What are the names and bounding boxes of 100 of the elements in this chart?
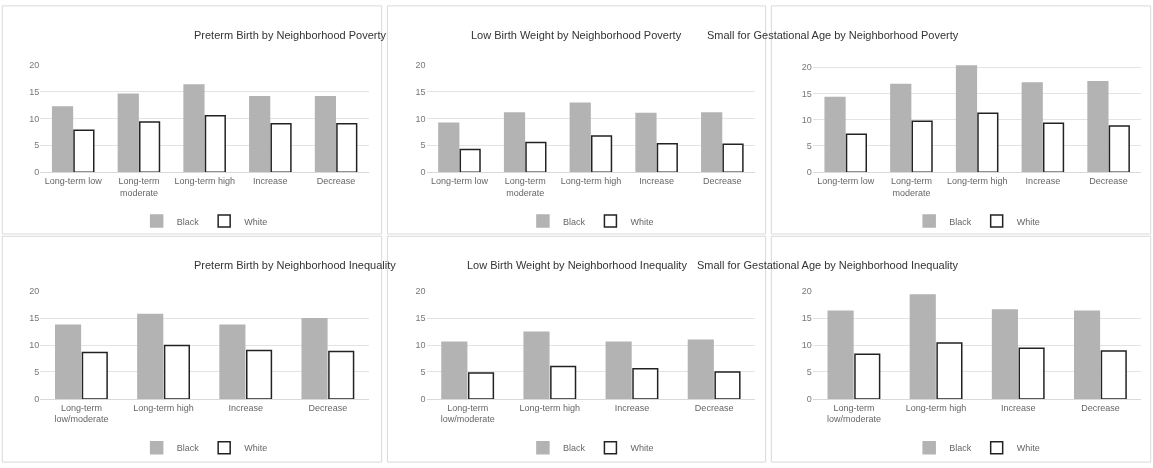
legend-label: White	[1016, 216, 1040, 227]
x-tick-label: Long-term moderate	[890, 175, 932, 198]
legend-label: White	[244, 216, 268, 227]
legend-label: Black	[176, 443, 200, 454]
bar	[590, 135, 613, 173]
x-tick-label: Long-term high	[560, 175, 622, 186]
bar	[1042, 122, 1065, 173]
legend-label: White	[1016, 443, 1040, 454]
y-tick-label: 10	[415, 113, 426, 124]
legend-label: White	[630, 216, 654, 227]
bar	[977, 112, 999, 173]
y-tick-label: 15	[801, 313, 812, 324]
y-tick-label: 20	[29, 286, 40, 297]
x-tick-label: Long-term high	[905, 402, 967, 413]
legend-label: Black	[176, 216, 200, 227]
bar	[635, 112, 657, 173]
bar	[569, 102, 591, 173]
bar	[1073, 310, 1101, 399]
bar	[714, 371, 741, 399]
bar	[51, 106, 74, 173]
bar	[991, 309, 1018, 399]
legend-label: Black	[562, 216, 586, 227]
bar	[523, 331, 550, 399]
bar	[845, 133, 868, 173]
chart-title: Low Birth Weight by Neighborhood Poverty	[471, 29, 682, 41]
bar	[438, 122, 460, 173]
bar	[301, 317, 328, 399]
x-tick-label: Long-term low	[430, 175, 489, 186]
y-tick-label: 15	[801, 88, 812, 99]
x-tick-label: Long-term high	[946, 175, 1008, 186]
x-tick-label: Decrease	[703, 175, 742, 186]
bar	[249, 96, 271, 173]
bar	[441, 341, 468, 399]
y-tick-label: 10	[29, 340, 40, 351]
bar	[336, 122, 358, 173]
bar	[632, 367, 659, 399]
y-tick-label: 5	[806, 367, 812, 378]
x-tick-label: Decrease	[1081, 402, 1120, 413]
bar	[656, 142, 678, 173]
bar	[1018, 347, 1045, 399]
y-tick-label: 0	[806, 167, 812, 178]
y-tick-label: 10	[801, 114, 812, 125]
x-tick-label: Long-term high	[519, 402, 581, 413]
bar	[139, 121, 161, 173]
x-tick-label: Increase	[614, 402, 650, 413]
y-tick-label: 20	[415, 59, 426, 70]
y-tick-label: 5	[420, 367, 426, 378]
bar	[1087, 81, 1109, 173]
x-tick-label: Decrease	[1089, 175, 1128, 186]
y-tick-label: 20	[801, 62, 812, 73]
x-tick-label: Long-term low	[817, 175, 875, 186]
bar	[909, 294, 936, 399]
y-tick-label: 5	[34, 140, 40, 151]
x-tick-label: Decrease	[308, 402, 348, 413]
y-tick-label: 0	[34, 167, 40, 178]
chart-title: Small for Gestational Age by Neighborhood Poverty	[707, 29, 959, 41]
bar	[824, 96, 846, 173]
bar	[687, 339, 714, 399]
legend-label: White	[244, 443, 268, 454]
chart-title: Preterm Birth by Neighborhood Poverty	[194, 29, 387, 41]
y-tick-label: 10	[415, 340, 426, 351]
x-tick-label: Long-term low/moderate	[440, 402, 495, 425]
bar	[550, 365, 577, 399]
bar	[854, 353, 881, 399]
bar	[467, 372, 495, 399]
bar	[911, 120, 933, 173]
bar	[81, 351, 108, 399]
y-tick-label: 15	[415, 313, 426, 324]
bar	[117, 93, 139, 173]
bar	[1021, 82, 1043, 173]
legend-label: Black	[949, 216, 972, 227]
x-tick-label: Decrease	[316, 175, 356, 186]
bar	[827, 310, 854, 399]
y-tick-label: 5	[34, 367, 40, 378]
bar	[722, 143, 744, 173]
chart-title: Preterm Birth by Neighborhood Inequality	[194, 259, 397, 271]
bar	[1108, 125, 1130, 173]
legend-label: Black	[562, 443, 586, 454]
x-tick-label: Increase	[228, 402, 263, 413]
bar	[137, 313, 164, 399]
y-tick-label: 20	[801, 286, 812, 297]
x-tick-label: Increase	[253, 175, 288, 186]
bar	[328, 350, 355, 399]
bar	[246, 349, 273, 399]
chart-title: Small for Gestational Age by Neighborhood Inequality	[697, 259, 959, 271]
chart-title: Low Birth Weight by Neighborhood Inequality	[467, 259, 688, 271]
y-tick-label: 15	[29, 86, 40, 97]
y-tick-label: 15	[415, 86, 426, 97]
y-tick-label: 0	[420, 167, 426, 178]
x-tick-label: Long-term high	[133, 402, 194, 413]
bar	[890, 83, 912, 173]
x-tick-label: Increase	[1025, 175, 1061, 186]
y-tick-label: 20	[415, 286, 426, 297]
legend-label: Black	[949, 443, 972, 454]
x-tick-label: Increase	[639, 175, 674, 186]
bar	[55, 324, 82, 399]
bar	[73, 129, 95, 173]
bar	[955, 65, 978, 173]
y-tick-label: 0	[420, 394, 426, 405]
bar	[1100, 350, 1127, 399]
